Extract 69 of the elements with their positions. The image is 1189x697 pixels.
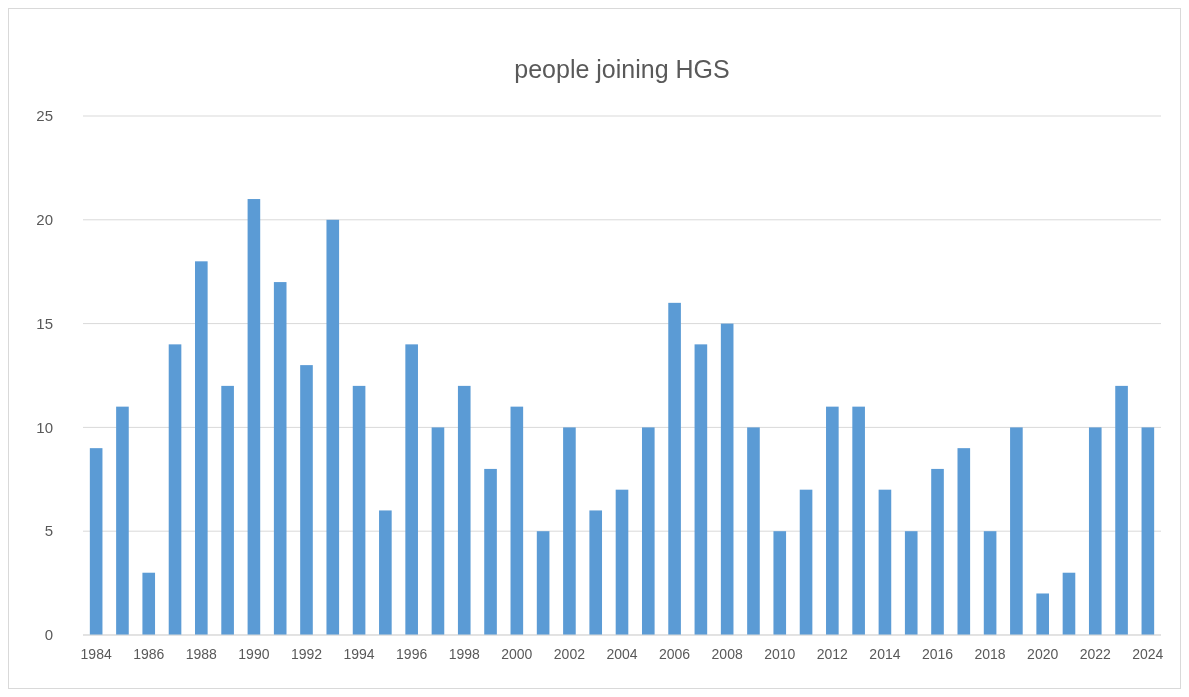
bar: [168, 344, 182, 635]
bar: [1141, 427, 1155, 635]
bar: [1010, 427, 1023, 635]
x-tick-label: 2018: [974, 646, 1006, 662]
bar: [799, 489, 813, 635]
bar: [826, 406, 839, 635]
x-tick-label: 2010: [764, 646, 796, 662]
bar: [300, 365, 313, 635]
bar: [931, 468, 944, 635]
x-tick-label: 2012: [816, 646, 849, 662]
bar: [536, 531, 550, 635]
bar: [379, 510, 392, 635]
y-tick-label: 10: [36, 418, 53, 436]
bar: [1062, 572, 1076, 635]
bar: [510, 406, 524, 635]
bar: [1036, 593, 1049, 635]
bar: [247, 199, 261, 635]
bar: [694, 344, 708, 635]
x-tick-label: 1988: [185, 646, 218, 662]
bar: [615, 489, 629, 635]
bar: [878, 489, 892, 635]
x-tick-label: 2014: [869, 646, 901, 662]
x-tick-label: 1984: [80, 646, 112, 662]
bar: [116, 406, 129, 635]
y-tick-label: 5: [44, 522, 53, 540]
x-tick-label: 1990: [238, 646, 270, 662]
x-tick-label: 2004: [606, 646, 638, 662]
x-tick-label: 2024: [1132, 646, 1164, 662]
bar: [957, 448, 971, 635]
x-tick-label: 1996: [396, 646, 428, 662]
y-tick-label: 25: [36, 107, 53, 125]
bar: [773, 531, 787, 635]
x-tick-label: 2008: [711, 646, 743, 662]
bar: [221, 385, 234, 635]
bar: [1115, 385, 1128, 635]
x-tick-label: 1992: [290, 646, 323, 662]
bar: [457, 385, 471, 635]
bar: [1088, 427, 1102, 635]
x-tick-label: 2020: [1027, 646, 1059, 662]
bar: [747, 427, 760, 635]
bar: [273, 282, 287, 635]
x-tick-label: 2002: [553, 646, 586, 662]
y-tick-label: 0: [44, 626, 53, 644]
bar: [563, 427, 576, 635]
bar: [589, 510, 603, 635]
x-tick-label: 2022: [1079, 646, 1112, 662]
bar: [668, 302, 681, 635]
bar: [641, 427, 655, 635]
bar: [431, 427, 445, 635]
bar: [904, 531, 918, 635]
bar: [195, 261, 208, 635]
bar: [405, 344, 418, 635]
x-tick-label: 1998: [448, 646, 481, 662]
x-tick-label: 2006: [659, 646, 691, 662]
bar: [142, 572, 156, 635]
bar: [983, 531, 997, 635]
bar: [89, 448, 103, 635]
x-tick-label: 1994: [343, 646, 375, 662]
bar: [326, 219, 340, 635]
y-tick-label: 15: [36, 314, 53, 332]
x-tick-label: 2016: [921, 646, 954, 662]
y-tick-label: 20: [36, 211, 53, 229]
bar: [720, 323, 734, 635]
bar: [352, 385, 366, 635]
bar: [852, 406, 865, 635]
bar: [484, 468, 497, 635]
x-tick-label: 1986: [133, 646, 165, 662]
x-tick-label: 2000: [501, 646, 533, 662]
chart-title: people joining HGS: [514, 55, 730, 83]
